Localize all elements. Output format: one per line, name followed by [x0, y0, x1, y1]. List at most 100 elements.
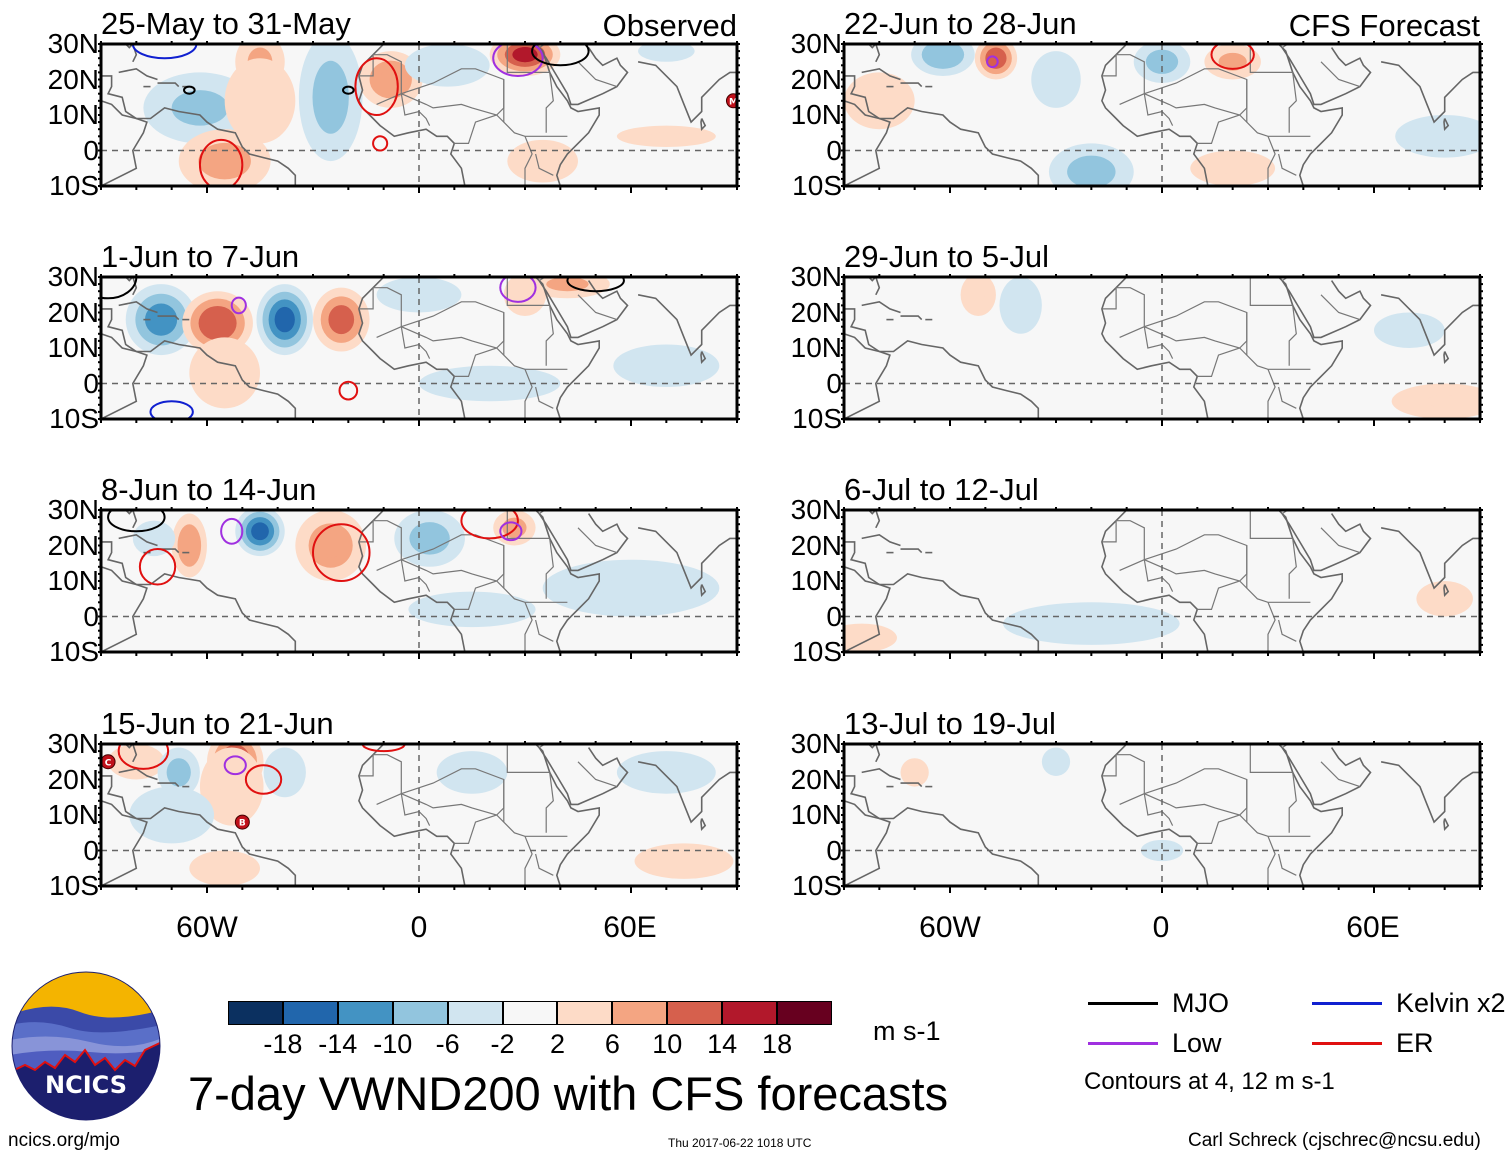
colorbar-tick-label: -14 [318, 1029, 358, 1059]
anomaly-shading [972, 287, 985, 303]
coastline [538, 47, 629, 106]
country-border [1119, 559, 1311, 603]
contour-note: Contours at 4, 12 m s-1 [1084, 1068, 1335, 1095]
country-border [577, 294, 618, 321]
contour-er [372, 135, 389, 152]
country-border [538, 44, 547, 49]
y-tick-label: 30N [790, 728, 842, 759]
y-tick-label: 0 [826, 600, 842, 632]
contour-er [244, 764, 283, 795]
contour-mjo [566, 277, 625, 293]
coastline [861, 767, 901, 781]
coastline [637, 527, 737, 590]
panel-title: 8-Jun to 14-Jun [101, 472, 317, 507]
y-tick-label: 20N [47, 763, 99, 795]
anomaly-shading [220, 772, 243, 801]
panel-title: 1-Jun to 7-Jun [101, 239, 300, 274]
coastline [1380, 294, 1480, 357]
country-border [577, 527, 618, 554]
coastline [700, 351, 707, 364]
panel-title: 15-Jun to 21-Jun [101, 706, 334, 741]
anomaly-shading [404, 288, 434, 301]
country-border [1288, 72, 1297, 133]
y-tick-label: 0 [83, 600, 99, 632]
colorbar-tick-label: 6 [604, 1029, 620, 1059]
y-tick-label: 10S [792, 636, 842, 667]
anomaly-shading [208, 149, 241, 173]
colorbar-swatch [337, 1001, 393, 1025]
coastline [538, 747, 629, 806]
coastline [118, 300, 158, 314]
colorbar [228, 1001, 832, 1025]
coastline [637, 61, 737, 124]
country-border [577, 61, 618, 88]
coastline [122, 510, 138, 529]
country-border [1288, 772, 1297, 833]
country-border [1278, 386, 1297, 409]
y-tick-label: 0 [826, 134, 842, 166]
coastline [1380, 527, 1480, 590]
panel-title: 22-Jun to 28-Jun [844, 6, 1077, 41]
anomaly-shading [318, 533, 344, 558]
coastline [118, 533, 158, 547]
y-tick-label: 20N [790, 296, 842, 328]
coastline [122, 44, 138, 63]
country-border [1320, 761, 1361, 788]
anomaly-shading [666, 854, 702, 868]
coastline [700, 584, 707, 597]
country-border [506, 44, 550, 73]
anomaly-shading [649, 764, 684, 780]
contour-mjo [342, 85, 355, 95]
colorbar-tick-label: 18 [762, 1029, 793, 1059]
panel-title: 6-Jul to 12-Jul [844, 472, 1039, 507]
country-border [1278, 619, 1297, 642]
anomaly-shading [459, 764, 485, 780]
coastline [101, 775, 297, 886]
anomaly-shading [1222, 55, 1243, 68]
anomaly-shading [247, 85, 273, 116]
y-tick-label: 20N [790, 763, 842, 795]
colorbar-swatch [502, 1001, 558, 1025]
coastline [454, 44, 600, 186]
anomaly-shading [319, 74, 342, 120]
panel-tag: CFS Forecast [1288, 8, 1480, 43]
country-border [454, 312, 505, 377]
anomaly-shading [866, 90, 892, 111]
anomaly-shading [212, 862, 238, 875]
coastline [844, 333, 891, 419]
contour-mjo [183, 85, 196, 95]
contour-low [492, 44, 544, 77]
country-border [1267, 369, 1276, 419]
map-panel-p1: M [98, 41, 740, 193]
x-tick-label-0-left: 0 [410, 911, 428, 944]
country-border [524, 369, 533, 419]
coastline [122, 277, 138, 296]
anomaly-shading [1047, 69, 1065, 90]
y-tick-label: 10N [47, 332, 99, 363]
anomaly-shading [417, 528, 442, 549]
country-border [1281, 744, 1290, 749]
country-border [454, 79, 505, 144]
country-border [538, 277, 547, 282]
map-panel-p8 [841, 741, 1483, 893]
map-panel-p2 [98, 274, 740, 426]
legend-line-kelvin-x2 [1312, 1002, 1382, 1005]
anomaly-shading [212, 360, 238, 386]
coastline [1197, 277, 1343, 419]
coastline [865, 277, 881, 296]
coastline [844, 100, 891, 186]
coastline [900, 782, 923, 788]
coastline [1197, 44, 1343, 186]
anomaly-shading [449, 603, 495, 616]
coastline [865, 44, 881, 63]
footer-url[interactable]: ncics.org/mjo [8, 1130, 120, 1151]
panel-title: 25-May to 31-May [101, 6, 351, 41]
country-border [1267, 836, 1276, 886]
y-tick-label: 0 [83, 134, 99, 166]
country-border [454, 779, 505, 844]
svg-text:B: B [239, 819, 246, 829]
map-panel-p4: CB [98, 741, 740, 893]
colorbar-swatch [447, 1001, 503, 1025]
logo-text: NCICS [45, 1071, 127, 1099]
coastline [844, 566, 891, 652]
